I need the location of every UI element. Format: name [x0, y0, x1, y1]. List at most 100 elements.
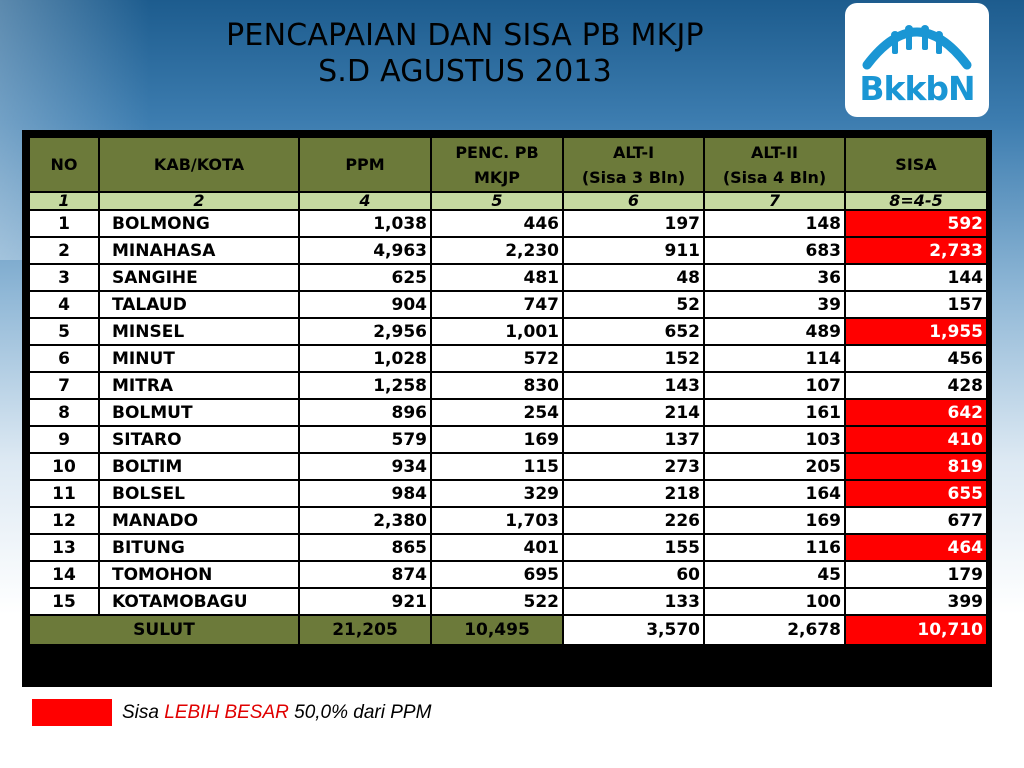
cell-sisa: 399	[844, 587, 988, 616]
cell-penc: 2,230	[430, 236, 564, 265]
total-ppm: 21,205	[298, 614, 432, 646]
index-cell: 2	[98, 191, 300, 211]
legend-highlight: LEBIH BESAR	[164, 702, 289, 723]
cell-alt1: 911	[562, 236, 705, 265]
cell-alt1: 60	[562, 560, 705, 589]
cell-penc: 522	[430, 587, 564, 616]
cell-alt2: 100	[703, 587, 846, 616]
index-cell: 8=4-5	[844, 191, 988, 211]
cell-alt2: 164	[703, 479, 846, 508]
cell-alt2: 114	[703, 344, 846, 373]
bkkbn-logo: BkkbN	[845, 3, 989, 117]
cell-ppm: 921	[298, 587, 432, 616]
cell-ppm: 579	[298, 425, 432, 454]
cell-alt1: 143	[562, 371, 705, 400]
cell-kab: SANGIHE	[98, 263, 300, 292]
cell-ppm: 904	[298, 290, 432, 319]
cell-alt1: 652	[562, 317, 705, 346]
cell-no: 8	[28, 398, 100, 427]
cell-alt1: 273	[562, 452, 705, 481]
cell-penc: 481	[430, 263, 564, 292]
legend-swatch	[32, 699, 112, 726]
cell-alt2: 161	[703, 398, 846, 427]
slide-title: PENCAPAIAN DAN SISA PB MKJP S.D AGUSTUS …	[110, 18, 820, 90]
table-row: 9 SITARO 579 169 137 103 410	[28, 425, 988, 454]
cell-no: 3	[28, 263, 100, 292]
table-row: 7 MITRA 1,258 830 143 107 428	[28, 371, 988, 400]
cell-ppm: 1,038	[298, 209, 432, 238]
cell-no: 12	[28, 506, 100, 535]
table-row: 8 BOLMUT 896 254 214 161 642	[28, 398, 988, 427]
index-cell: 5	[430, 191, 564, 211]
cell-penc: 446	[430, 209, 564, 238]
cell-alt1: 133	[562, 587, 705, 616]
cell-kab: KOTAMOBAGU	[98, 587, 300, 616]
cell-sisa: 819	[844, 452, 988, 481]
header-row: NO KAB/KOTA PPM PENC. PB MKJP ALT-I (Sis…	[28, 136, 988, 193]
cell-alt1: 48	[562, 263, 705, 292]
cell-kab: TALAUD	[98, 290, 300, 319]
data-table-frame: NO KAB/KOTA PPM PENC. PB MKJP ALT-I (Sis…	[22, 130, 992, 687]
cell-alt2: 205	[703, 452, 846, 481]
table-row: 5 MINSEL 2,956 1,001 652 489 1,955	[28, 317, 988, 346]
table-row: 2 MINAHASA 4,963 2,230 911 683 2,733	[28, 236, 988, 265]
cell-ppm: 625	[298, 263, 432, 292]
cell-no: 2	[28, 236, 100, 265]
cell-penc: 329	[430, 479, 564, 508]
cell-penc: 695	[430, 560, 564, 589]
cell-ppm: 984	[298, 479, 432, 508]
cell-no: 13	[28, 533, 100, 562]
cell-kab: BOLTIM	[98, 452, 300, 481]
header-alt2-line2: (Sisa 4 Bln)	[722, 167, 827, 187]
cell-no: 11	[28, 479, 100, 508]
cell-penc: 254	[430, 398, 564, 427]
legend-suffix: 50,0% dari PPM	[288, 702, 432, 723]
cell-alt2: 36	[703, 263, 846, 292]
table-row: 4 TALAUD 904 747 52 39 157	[28, 290, 988, 319]
cell-kab: TOMOHON	[98, 560, 300, 589]
cell-alt1: 52	[562, 290, 705, 319]
cell-kab: MINAHASA	[98, 236, 300, 265]
cell-sisa: 410	[844, 425, 988, 454]
header-alt2-line1: ALT-II	[750, 142, 799, 162]
total-sisa: 10,710	[844, 614, 988, 646]
cell-alt2: 45	[703, 560, 846, 589]
table-row: 1 BOLMONG 1,038 446 197 148 592	[28, 209, 988, 238]
legend-text: Sisa LEBIH BESAR 50,0% dari PPM	[122, 702, 431, 724]
cell-sisa: 428	[844, 371, 988, 400]
index-cell: 7	[703, 191, 846, 211]
cell-ppm: 1,258	[298, 371, 432, 400]
cell-no: 9	[28, 425, 100, 454]
index-cell: 6	[562, 191, 705, 211]
cell-penc: 1,703	[430, 506, 564, 535]
cell-penc: 169	[430, 425, 564, 454]
header-penc: PENC. PB MKJP	[430, 136, 564, 193]
data-table: NO KAB/KOTA PPM PENC. PB MKJP ALT-I (Sis…	[28, 136, 988, 646]
cell-sisa: 655	[844, 479, 988, 508]
table-row: 10 BOLTIM 934 115 273 205 819	[28, 452, 988, 481]
cell-sisa: 2,733	[844, 236, 988, 265]
cell-sisa: 592	[844, 209, 988, 238]
title-line-1: PENCAPAIAN DAN SISA PB MKJP	[226, 18, 704, 53]
cell-alt2: 39	[703, 290, 846, 319]
cell-ppm: 865	[298, 533, 432, 562]
cell-no: 4	[28, 290, 100, 319]
cell-penc: 747	[430, 290, 564, 319]
header-no: NO	[28, 136, 100, 193]
cell-sisa: 642	[844, 398, 988, 427]
index-cell: 1	[28, 191, 100, 211]
cell-penc: 1,001	[430, 317, 564, 346]
cell-no: 7	[28, 371, 100, 400]
table-row: 13 BITUNG 865 401 155 116 464	[28, 533, 988, 562]
cell-alt1: 218	[562, 479, 705, 508]
cell-alt2: 116	[703, 533, 846, 562]
cell-kab: BITUNG	[98, 533, 300, 562]
cell-ppm: 2,380	[298, 506, 432, 535]
cell-kab: MANADO	[98, 506, 300, 535]
cell-alt1: 155	[562, 533, 705, 562]
logo-arch-icon	[862, 25, 972, 70]
cell-ppm: 934	[298, 452, 432, 481]
header-alt1-line2: (Sisa 3 Bln)	[581, 167, 686, 187]
header-sisa: SISA	[844, 136, 988, 193]
cell-no: 1	[28, 209, 100, 238]
